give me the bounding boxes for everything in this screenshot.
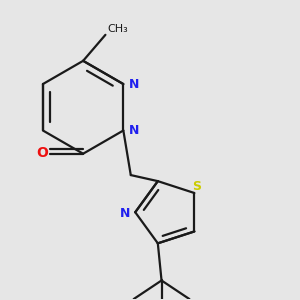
Text: O: O — [36, 146, 48, 160]
Text: S: S — [192, 180, 201, 193]
Text: N: N — [120, 207, 130, 220]
Text: N: N — [129, 124, 139, 137]
Text: CH₃: CH₃ — [107, 24, 128, 34]
Text: N: N — [129, 78, 139, 91]
